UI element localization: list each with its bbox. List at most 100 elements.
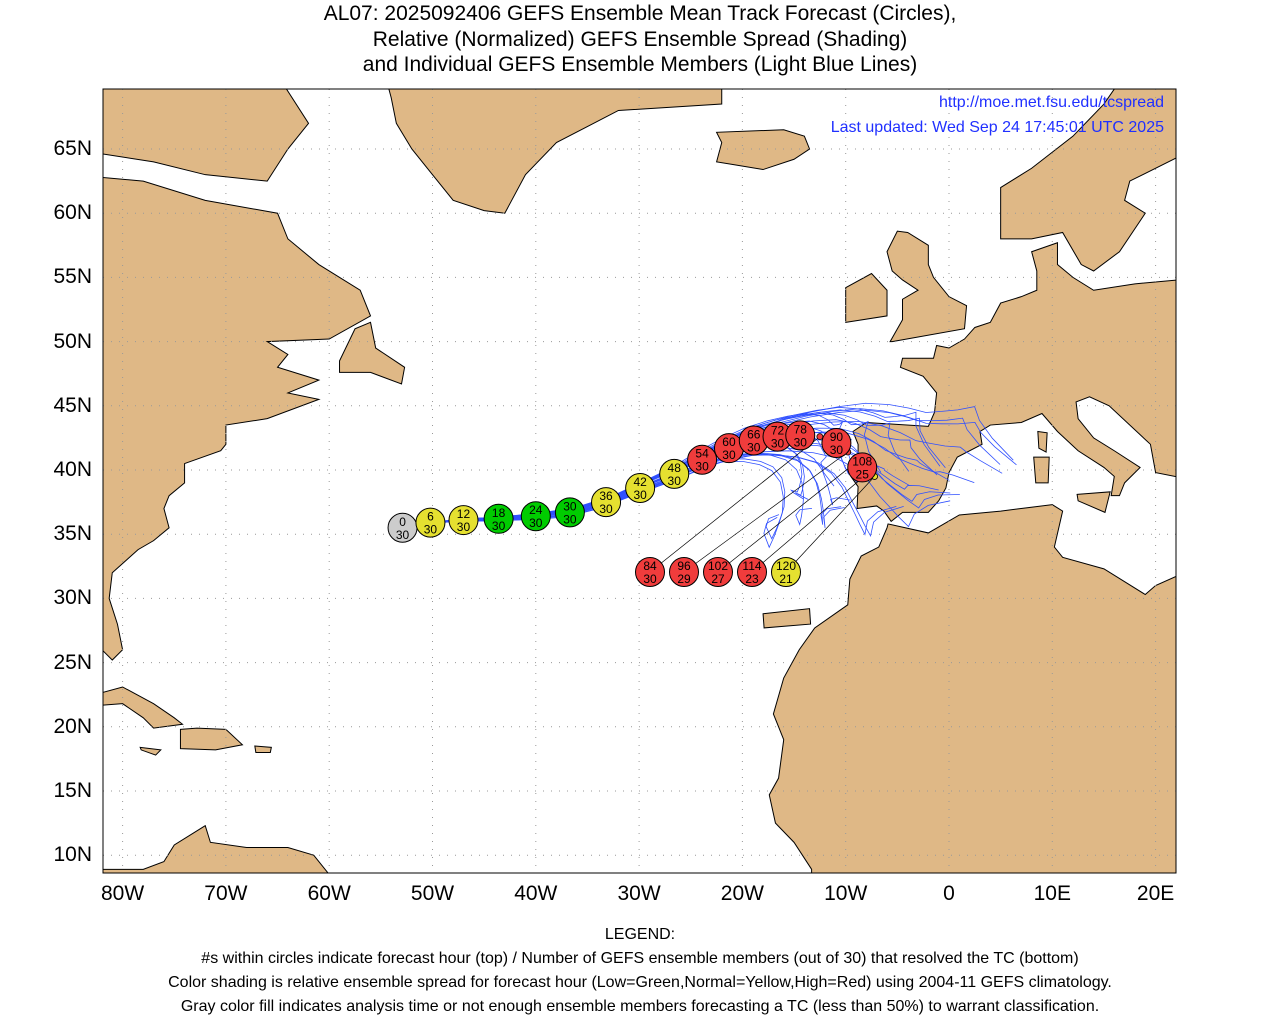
member-count: 30 bbox=[457, 520, 471, 534]
forecast-hour: 102 bbox=[708, 559, 728, 573]
land-jamaica bbox=[139, 746, 162, 756]
title-line-3: and Individual GEFS Ensemble Members (Li… bbox=[362, 53, 918, 76]
land-ireland bbox=[845, 272, 888, 323]
forecast-hour: 66 bbox=[747, 427, 761, 441]
source-url-link[interactable]: http://moe.met.fsu.edu/tcspread bbox=[938, 94, 1164, 111]
member-count: 30 bbox=[722, 448, 736, 462]
track-circle bbox=[703, 557, 733, 587]
forecast-hour: 24 bbox=[529, 503, 543, 517]
forecast-hour: 78 bbox=[794, 422, 808, 436]
track-circle bbox=[448, 505, 479, 536]
lon-label: 30W bbox=[617, 882, 661, 905]
forecast-hour: 108 bbox=[852, 454, 872, 468]
lon-label: 10W bbox=[824, 882, 868, 905]
callout-leader-line bbox=[785, 476, 875, 573]
lon-label: 80W bbox=[101, 882, 145, 905]
forecast-hour: 0 bbox=[399, 515, 406, 529]
forecast-hour: 60 bbox=[722, 435, 736, 449]
lat-label: 65N bbox=[53, 137, 92, 160]
title-line-2: Relative (Normalized) GEFS Ensemble Spre… bbox=[372, 28, 908, 51]
lat-label: 55N bbox=[53, 265, 92, 289]
lat-label: 40N bbox=[53, 458, 92, 481]
land-layer bbox=[103, 89, 1176, 873]
track-circle bbox=[520, 501, 551, 532]
track-circle bbox=[737, 557, 767, 587]
land-hispaniola bbox=[179, 727, 244, 751]
land-great-britain bbox=[886, 230, 968, 343]
lat-label: 50N bbox=[53, 329, 92, 353]
map-frame bbox=[102, 88, 1177, 874]
mean-track-labels: 0306301230183024303030363042304830543060… bbox=[396, 422, 873, 586]
track-circle bbox=[821, 428, 852, 459]
callout-leader-line bbox=[717, 462, 857, 573]
member-count: 30 bbox=[794, 435, 808, 449]
land-scandinavia bbox=[1000, 89, 1176, 272]
member-count: 30 bbox=[633, 488, 647, 502]
callout-leader-line bbox=[683, 451, 848, 573]
land-sicily bbox=[1076, 491, 1111, 514]
land-africa bbox=[768, 504, 1176, 873]
member-count: 30 bbox=[424, 523, 438, 537]
member-count: 30 bbox=[529, 516, 543, 530]
lat-label: 30N bbox=[53, 586, 92, 610]
lat-label: 15N bbox=[53, 779, 92, 802]
track-circle bbox=[669, 557, 699, 587]
forecast-hour: 48 bbox=[668, 461, 682, 475]
land-canary-islands bbox=[762, 608, 812, 629]
lon-label: 50W bbox=[410, 882, 455, 905]
track-circle bbox=[625, 472, 656, 503]
lat-label: 60N bbox=[53, 201, 92, 225]
forecast-hour: 114 bbox=[742, 559, 761, 573]
lat-label: 45N bbox=[53, 393, 92, 417]
member-count: 30 bbox=[830, 443, 844, 457]
track-circle bbox=[415, 507, 446, 538]
track-circle bbox=[483, 503, 514, 534]
lon-label: 70W bbox=[204, 882, 248, 905]
member-count: 30 bbox=[747, 440, 761, 454]
member-count: 29 bbox=[677, 572, 691, 586]
land-newfoundland bbox=[339, 321, 406, 385]
last-updated: Last updated: Wed Sep 24 17:45:01 UTC 20… bbox=[830, 119, 1164, 136]
lon-label: 10E bbox=[1033, 882, 1071, 905]
forecast-hour: 12 bbox=[457, 507, 471, 521]
member-count: 30 bbox=[492, 519, 506, 533]
lat-label: 25N bbox=[53, 650, 92, 674]
track-circle bbox=[847, 452, 878, 483]
forecast-hour: 54 bbox=[695, 447, 709, 461]
member-count: 30 bbox=[668, 474, 682, 488]
forecast-hour: 84 bbox=[643, 559, 657, 573]
gridlines bbox=[103, 89, 1176, 873]
land-iceland bbox=[715, 129, 811, 171]
forecast-hour: 6 bbox=[427, 510, 434, 524]
forecast-hour: 42 bbox=[633, 475, 647, 489]
forecast-hour: 72 bbox=[771, 424, 785, 438]
forecast-hour: 36 bbox=[599, 489, 613, 503]
track-circle bbox=[659, 458, 690, 489]
lon-label: 20E bbox=[1136, 882, 1175, 905]
land-greenland bbox=[388, 89, 723, 214]
member-count: 30 bbox=[771, 437, 785, 451]
track-circle bbox=[635, 557, 665, 587]
land-north-america bbox=[103, 177, 372, 661]
member-count: 30 bbox=[396, 528, 410, 542]
member-count: 30 bbox=[563, 512, 577, 526]
legend-line-3: Gray color fill indicates analysis time … bbox=[180, 998, 1100, 1015]
track-circle bbox=[687, 444, 718, 475]
member-count: 30 bbox=[643, 572, 657, 586]
member-count: 30 bbox=[599, 502, 613, 516]
track-circle bbox=[554, 497, 585, 528]
forecast-hour: 18 bbox=[492, 506, 506, 520]
forecast-hour: 30 bbox=[563, 499, 577, 513]
lon-label: 40W bbox=[514, 882, 558, 905]
legend-heading: LEGEND: bbox=[604, 926, 676, 943]
member-count: 25 bbox=[856, 467, 870, 481]
lat-label: 35N bbox=[53, 522, 92, 546]
forecast-hour: 90 bbox=[830, 430, 844, 444]
callout-leader-line bbox=[649, 436, 821, 573]
track-circle bbox=[785, 420, 816, 451]
land-sardinia bbox=[1033, 456, 1050, 484]
member-count: 21 bbox=[779, 572, 793, 586]
title-line-1: AL07: 2025092406 GEFS Ensemble Mean Trac… bbox=[323, 2, 957, 25]
lon-label: 0 bbox=[943, 882, 955, 905]
